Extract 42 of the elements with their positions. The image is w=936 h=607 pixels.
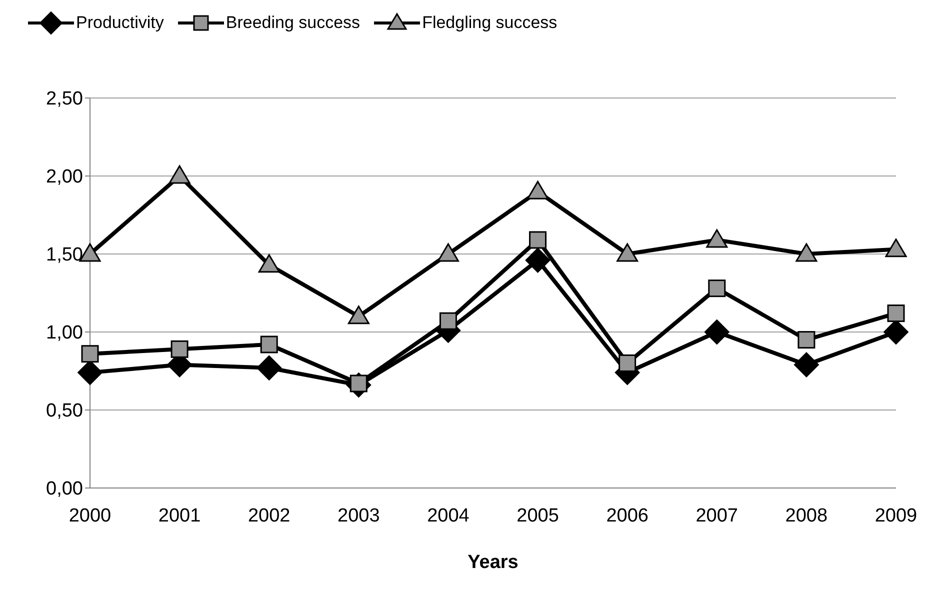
x-tick-label: 2008 — [785, 505, 828, 526]
point — [704, 320, 730, 344]
point — [170, 340, 188, 358]
point — [168, 165, 190, 184]
point — [529, 231, 547, 249]
x-tick-label: 2004 — [427, 505, 470, 526]
point — [706, 229, 728, 248]
legend-label: Productivity — [76, 13, 164, 33]
y-tick-label: 2,00 — [46, 166, 83, 188]
point — [256, 355, 282, 380]
y-tick-label: 0,00 — [46, 478, 83, 500]
point — [81, 345, 99, 363]
point — [258, 254, 280, 273]
x-tick-label: 2000 — [68, 505, 112, 526]
x-tick-label: 2007 — [696, 505, 738, 526]
point — [260, 336, 278, 354]
legend-label: Fledgling success — [422, 13, 558, 33]
point — [794, 352, 819, 378]
point — [527, 180, 549, 200]
x-tick-label: 2005 — [516, 505, 559, 526]
point — [885, 238, 907, 258]
y-tick-label: 2,50 — [46, 88, 83, 110]
point — [796, 243, 818, 262]
x-tick-label: 2009 — [874, 505, 918, 526]
point — [618, 354, 636, 372]
x-tick-label: 2006 — [606, 505, 648, 526]
point — [525, 248, 550, 273]
x-tick-label: 2003 — [338, 505, 380, 526]
x-tick-label: 2001 — [158, 505, 201, 526]
point — [437, 243, 459, 262]
point — [708, 280, 726, 298]
y-tick-label: 0,50 — [46, 400, 83, 422]
point — [348, 306, 370, 324]
point — [887, 304, 905, 322]
point — [439, 312, 457, 330]
y-tick-label: 1,50 — [46, 244, 83, 266]
y-tick-label: 1,00 — [46, 322, 83, 344]
x-axis-title: Years — [468, 552, 518, 573]
legend-label: Breeding success — [226, 13, 360, 33]
point — [616, 243, 638, 262]
point — [798, 331, 816, 349]
x-tick-label: 2002 — [248, 505, 290, 526]
